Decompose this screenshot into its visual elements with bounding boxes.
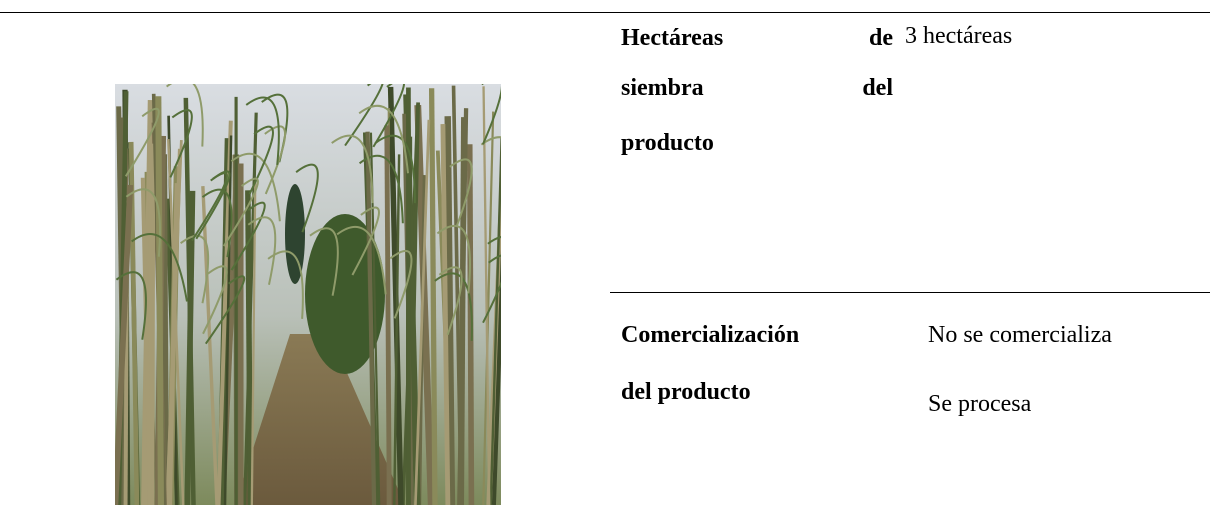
row-label: siembra del [621, 75, 893, 101]
stalk [393, 154, 401, 505]
row-label: Comercialización [621, 322, 800, 348]
leaf [131, 232, 188, 302]
stalk [482, 86, 491, 505]
stalk [167, 183, 180, 505]
leaf [125, 188, 161, 257]
stalk [147, 143, 156, 505]
leaf [115, 271, 147, 340]
row-rule [610, 292, 1210, 293]
photo [115, 84, 501, 505]
leaf [230, 152, 281, 222]
leaf [336, 225, 387, 295]
leaf [389, 249, 413, 319]
leaf [482, 254, 501, 324]
leaf [309, 227, 339, 296]
stalk [428, 88, 438, 505]
leaf [481, 84, 501, 145]
leaf [344, 84, 384, 147]
stalk [216, 120, 233, 505]
leaf [180, 234, 210, 304]
leaf [372, 84, 405, 148]
row-label: del producto [621, 379, 751, 405]
stalk [223, 135, 233, 505]
leaf [358, 104, 409, 174]
leaf [438, 266, 463, 336]
stalk [384, 125, 392, 505]
cell-value: No se comercializa [928, 322, 1112, 348]
leaf [449, 158, 473, 228]
stalk [440, 124, 451, 505]
stalk [466, 144, 475, 505]
leaf [436, 225, 472, 294]
stalk [482, 111, 495, 505]
leaf [480, 136, 501, 146]
leaf [124, 107, 160, 177]
cell-value: Se procesa [928, 391, 1032, 417]
leaf [295, 163, 319, 233]
leaf [247, 216, 277, 285]
cell-value: 3 hectáreas [905, 23, 1013, 49]
leaf [202, 265, 228, 335]
stalk [250, 181, 257, 505]
stalk [457, 108, 469, 505]
leaf [487, 235, 501, 245]
stalk [365, 131, 377, 505]
leaf [434, 272, 473, 341]
leaf [267, 250, 304, 319]
stalk [167, 138, 185, 505]
leaf [201, 188, 233, 258]
stalk [387, 86, 404, 505]
leaf [166, 84, 204, 147]
stalk [140, 177, 153, 505]
row-label: producto [621, 130, 714, 156]
stalk [444, 116, 456, 505]
leaf [169, 109, 193, 178]
row-label: Hectáreas de [621, 25, 893, 51]
stalk [115, 184, 134, 505]
leaf [245, 96, 280, 166]
stalk [155, 96, 164, 505]
leaf [204, 275, 246, 345]
leaf [222, 177, 259, 247]
leaf [248, 125, 274, 195]
leaf [230, 201, 266, 271]
stalk [184, 190, 196, 505]
leaf [374, 134, 416, 204]
leaf [351, 206, 380, 276]
stalk [414, 119, 431, 505]
leaf [191, 172, 228, 242]
top-rule [0, 12, 1210, 13]
stalk [414, 105, 435, 505]
leaf [331, 134, 374, 204]
stalk [489, 137, 501, 505]
stalk [491, 249, 501, 505]
